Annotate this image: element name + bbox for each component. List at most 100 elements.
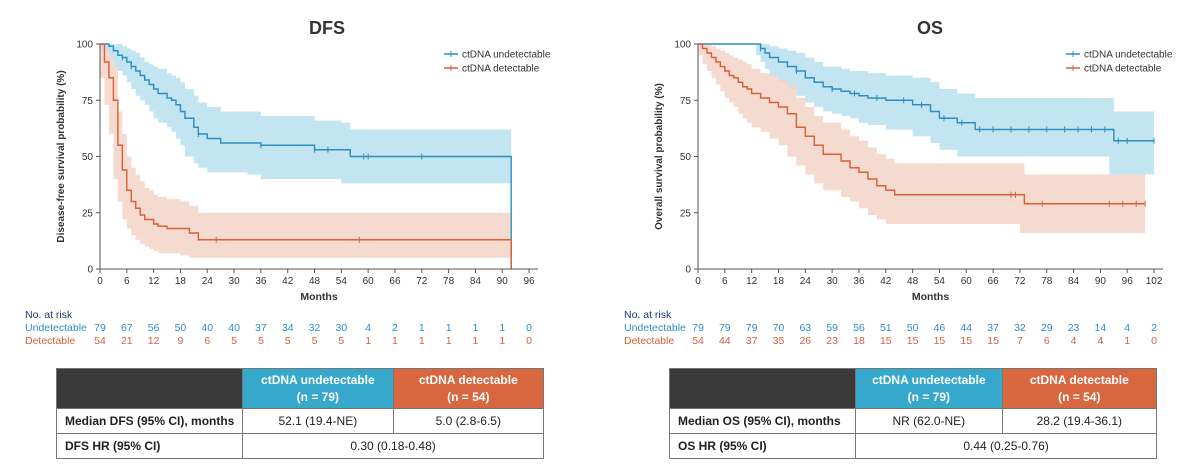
ci-band-detectable [698, 44, 1146, 233]
risk-label-detectable: Detectable [624, 335, 675, 347]
legend-label: ctDNA undetectable [462, 50, 551, 61]
x-tick-label: 66 [389, 276, 401, 287]
risk-count: 15 [987, 335, 999, 347]
risk-count: 15 [933, 335, 946, 347]
risk-count: 1 [418, 322, 425, 334]
risk-count: 6 [1043, 335, 1050, 347]
risk-count: 1 [472, 322, 479, 334]
x-tick-label: 12 [148, 276, 160, 287]
risk-count: 1 [499, 322, 506, 334]
x-tick-label: 30 [229, 276, 241, 287]
risk-count: 15 [906, 335, 919, 347]
risk-count: 1 [1124, 335, 1131, 347]
hr-label: OS HR (95% CI) [668, 433, 857, 459]
chart-title: OS [917, 18, 943, 38]
risk-count: 5 [257, 335, 264, 347]
x-tick-label: 78 [1041, 276, 1053, 287]
risk-count: 37 [255, 322, 267, 334]
y-axis-title: Disease-free survival probability (%) [56, 70, 67, 242]
risk-count: 0 [526, 322, 532, 334]
header-undetectable: ctDNA undetectable (n = 79) [855, 368, 1003, 409]
risk-count: 50 [906, 322, 919, 334]
x-tick-label: 84 [1068, 276, 1080, 287]
risk-count: 79 [94, 322, 106, 334]
risk-count: 1 [472, 335, 479, 347]
x-tick-label: 60 [363, 276, 375, 287]
risk-count: 44 [718, 335, 731, 347]
risk-count: 5 [311, 335, 318, 347]
header-detectable-n: (n = 54) [1058, 389, 1101, 404]
risk-count: 14 [1094, 322, 1107, 334]
legend-label: ctDNA detectable [462, 64, 540, 75]
risk-count: 37 [987, 322, 999, 334]
median-label: Median DFS (95% CI), months [55, 408, 244, 434]
risk-count: 0 [526, 335, 532, 347]
hr-value: 0.30 (0.18-0.48) [242, 433, 544, 459]
risk-count: 37 [745, 335, 758, 347]
risk-row-detectable: Detectable 54 21 12 9 6 5 5 5 5 5 1 1 1 1 1 1 0 [25, 335, 585, 348]
y-tick-label: 50 [680, 152, 692, 163]
x-tick-label: 90 [497, 276, 509, 287]
risk-count: 0 [1151, 335, 1157, 347]
x-tick-label: 96 [1122, 276, 1134, 287]
x-tick-label: 0 [97, 276, 103, 287]
ci-band-undetectable [698, 44, 1155, 175]
survival-line-detectable [698, 43, 1146, 205]
risk-count: 50 [174, 322, 187, 334]
legend-label: ctDNA undetectable [1084, 50, 1173, 61]
risk-count: 9 [177, 335, 184, 347]
risk-count: 46 [933, 322, 946, 334]
risk-count: 79 [692, 322, 704, 334]
risk-count: 30 [335, 322, 348, 334]
header-detectable: ctDNA detectable (n = 54) [1001, 368, 1158, 409]
risk-label-detectable: Detectable [25, 335, 76, 347]
risk-count: 79 [718, 322, 731, 334]
os-panel: OS 0 25 50 75 100 0 6 12 18 24 30 36 42 48 54 60 66 72 78 84… [600, 0, 1200, 475]
x-tick-label: 18 [773, 276, 785, 287]
x-axis-title: Months [300, 291, 337, 303]
risk-count: 32 [1014, 322, 1026, 334]
dfs-chart: DFS 0 25 50 75 100 0 6 12 18 24 30 36 42 48 54 60 66 72 78 8… [56, 18, 551, 303]
risk-count: 2 [392, 322, 398, 334]
risk-count: 67 [120, 322, 133, 334]
x-tick-label: 54 [336, 276, 348, 287]
risk-count: 7 [1017, 335, 1023, 347]
risk-count: 2 [1151, 322, 1157, 334]
ci-band-undetectable [100, 44, 512, 184]
median-undetectable: NR (62.0-NE) [855, 408, 1003, 434]
risk-count: 1 [499, 335, 506, 347]
risk-count: 51 [879, 322, 892, 334]
x-tick-label: 48 [309, 276, 321, 287]
risk-count: 23 [1067, 322, 1080, 334]
y-tick-label: 100 [76, 40, 93, 51]
risk-count: 1 [445, 335, 452, 347]
risk-count: 26 [799, 335, 812, 347]
x-tick-label: 42 [282, 276, 294, 287]
risk-count: 5 [231, 335, 237, 347]
x-tick-label: 78 [443, 276, 455, 287]
risk-header: No. at risk [624, 309, 672, 321]
os-summary-table: ctDNA undetectable (n = 79) ctDNA detect… [668, 368, 1158, 459]
os-risk-table: No. at risk Undetectable 79 79 79 70 63 59 56 5… [624, 309, 1194, 348]
header-detectable-n: (n = 54) [447, 389, 490, 404]
survival-line-detectable [100, 43, 512, 269]
risk-count: 5 [284, 335, 291, 347]
risk-header: No. at risk [25, 309, 73, 321]
x-tick-label: 60 [961, 276, 973, 287]
x-tick-label: 6 [124, 276, 130, 287]
x-tick-label: 102 [1146, 276, 1163, 287]
risk-count: 79 [745, 322, 758, 334]
x-tick-label: 30 [827, 276, 839, 287]
x-tick-label: 54 [934, 276, 946, 287]
risk-count: 15 [960, 335, 973, 347]
risk-count: 32 [308, 322, 321, 334]
x-tick-label: 84 [470, 276, 482, 287]
median-detectable: 28.2 (19.4-36.1) [1001, 408, 1158, 434]
hr-label: DFS HR (95% CI) [55, 433, 244, 459]
risk-count: 54 [94, 335, 106, 347]
header-undetectable-label: ctDNA undetectable [261, 372, 375, 387]
hr-value: 0.44 (0.25-0.76) [855, 433, 1157, 459]
x-tick-label: 24 [800, 276, 812, 287]
risk-count: 63 [799, 322, 812, 334]
risk-count: 18 [853, 335, 865, 347]
